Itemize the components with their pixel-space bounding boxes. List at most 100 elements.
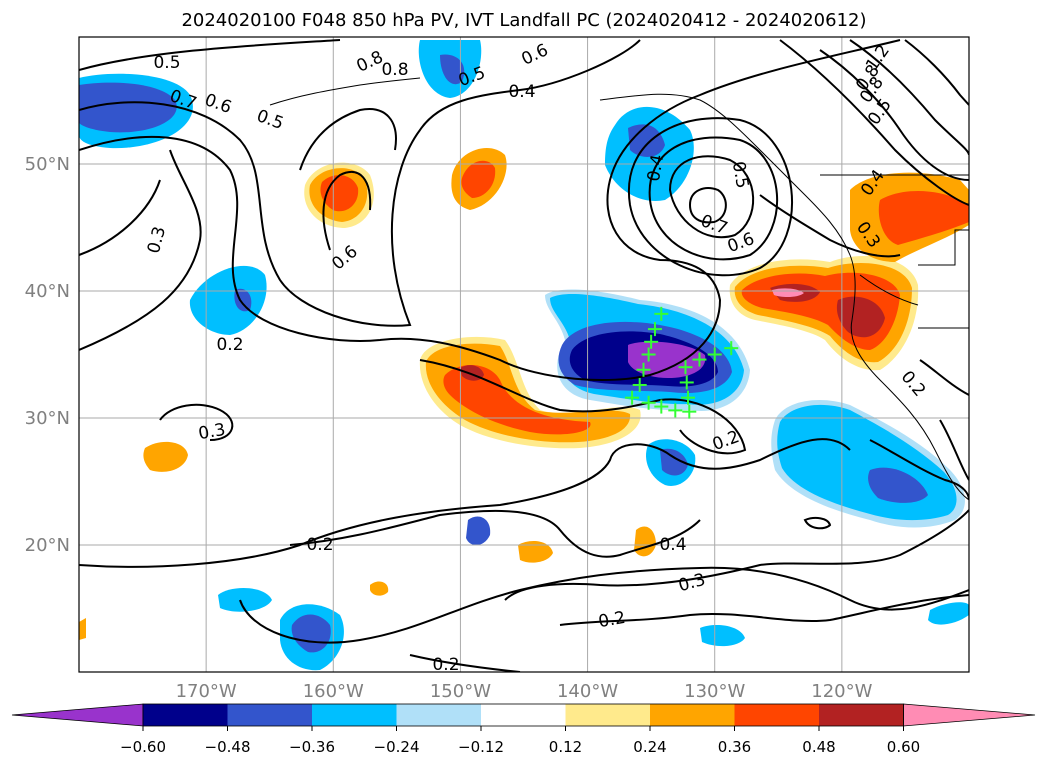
pv-shading	[79, 40, 969, 671]
pv-negative-core	[868, 467, 928, 503]
colorbar-tick-label: 0.12	[549, 738, 582, 756]
gridlines	[79, 37, 969, 672]
contour-label: 0.2	[432, 655, 459, 675]
lat-tick-label: 30°N	[25, 408, 70, 429]
landfall-marker	[654, 306, 669, 321]
landfall-marker	[641, 395, 656, 410]
contour-line	[559, 594, 969, 626]
pv-positive-core	[320, 175, 359, 212]
landfall-marker	[682, 404, 697, 419]
longitude-ticks: 170°W 160°W 150°W 140°W 130°W 120°W	[176, 681, 873, 702]
colorbar-segment	[481, 704, 566, 726]
pv-positive-area	[518, 541, 553, 563]
contour-line	[504, 509, 969, 601]
contour-line	[668, 155, 755, 239]
contour-line	[803, 516, 832, 530]
contour-label: 0.2	[216, 335, 243, 355]
lat-tick-label: 40°N	[25, 281, 70, 302]
colorbar-extend-max	[903, 703, 1036, 727]
colorbar-segment	[650, 704, 735, 726]
aleutian-islands	[269, 77, 421, 106]
lon-tick-label: 160°W	[303, 681, 364, 702]
lon-tick-label: 170°W	[176, 681, 237, 702]
ivt-contours	[79, 39, 969, 672]
contour-label: 0.4	[644, 153, 668, 183]
landfall-marker	[668, 403, 683, 418]
map-title: 2024020100 F048 850 hPa PV, IVT Landfall…	[181, 10, 866, 31]
pv-negative-area	[189, 265, 267, 335]
pv-positive-area	[370, 581, 389, 596]
colorbar-segment	[227, 704, 312, 726]
landfall-marker	[636, 362, 651, 377]
lat-tick-label: 20°N	[25, 535, 70, 556]
colorbar-tick-label: −0.60	[120, 738, 166, 756]
contour-line	[79, 39, 341, 71]
pv-negative-core	[660, 448, 688, 476]
colorbar-tick-label: 0.24	[633, 738, 666, 756]
landfall-marker	[644, 334, 659, 349]
contour-label: 0.4	[508, 82, 535, 102]
latitude-ticks: 50°N 40°N 30°N 20°N	[25, 154, 70, 556]
contour-line	[409, 654, 521, 672]
landfall-marker	[707, 347, 722, 362]
lon-tick-label: 140°W	[557, 681, 618, 702]
colorbar-tick-label: 0.48	[802, 738, 835, 756]
colorbar-tick-label: −0.48	[205, 738, 251, 756]
colorbar-segment	[819, 704, 904, 726]
contour-line	[779, 39, 969, 206]
colorbar-tick-label: 0.60	[887, 738, 920, 756]
landfall-marker	[647, 322, 662, 337]
contour-label: 0.8	[381, 60, 408, 80]
colorbar-segment	[396, 704, 481, 726]
border-line	[918, 229, 969, 266]
coastlines	[269, 77, 969, 501]
colorbar-tick-label: −0.12	[458, 738, 504, 756]
contour-line	[939, 419, 969, 481]
contour-line	[648, 136, 779, 261]
landfall-points	[625, 306, 739, 419]
contour-line	[819, 49, 969, 181]
contour-label: 0.5	[153, 53, 180, 73]
colorbar-segment	[143, 704, 228, 726]
contour-line	[79, 438, 851, 568]
pv-negative-area	[700, 625, 745, 647]
landfall-marker	[692, 352, 707, 367]
contour-line	[919, 359, 969, 396]
contour-line	[159, 403, 234, 441]
landfall-marker	[632, 377, 647, 392]
contour-label: 0.3	[197, 420, 227, 444]
contour-line	[759, 194, 901, 258]
contour-label: 0.2	[306, 535, 333, 555]
contour-line	[419, 359, 747, 455]
contour-line	[849, 39, 969, 156]
contour-line	[79, 149, 202, 351]
pv-positive-area	[79, 618, 86, 640]
contour-label: 0.4	[659, 535, 686, 555]
contour-label: 0.5	[728, 160, 752, 190]
pv-positive-peak	[772, 288, 804, 298]
border-line	[859, 274, 919, 306]
colorbar-frame	[142, 703, 904, 727]
map-frame	[78, 36, 970, 673]
colorbar-segment	[565, 704, 650, 726]
lon-tick-label: 150°W	[430, 681, 491, 702]
colorbar-tick-label: −0.36	[289, 738, 335, 756]
landfall-marker	[724, 341, 739, 356]
pv-negative-area	[218, 588, 272, 612]
pv-positive-core	[443, 364, 591, 435]
pv-positive-core	[836, 296, 885, 338]
contour-line	[299, 108, 397, 171]
landfall-marker	[681, 390, 696, 405]
contour-line	[869, 439, 969, 501]
landfall-marker	[679, 375, 694, 390]
pv-negative-core	[466, 516, 491, 546]
landfall-marker	[678, 360, 693, 375]
colorbar: −0.60 −0.48 −0.36 −0.24 −0.12 0.12 0.24 0.36 0.4…	[11, 703, 1036, 756]
colorbar-segment	[734, 704, 819, 726]
colorbar-extend-min	[11, 703, 144, 727]
contour-line	[904, 39, 969, 106]
colorbar-tick-label: −0.24	[374, 738, 420, 756]
contour-label: 0.2	[597, 608, 627, 632]
pv-negative-core	[79, 82, 177, 133]
